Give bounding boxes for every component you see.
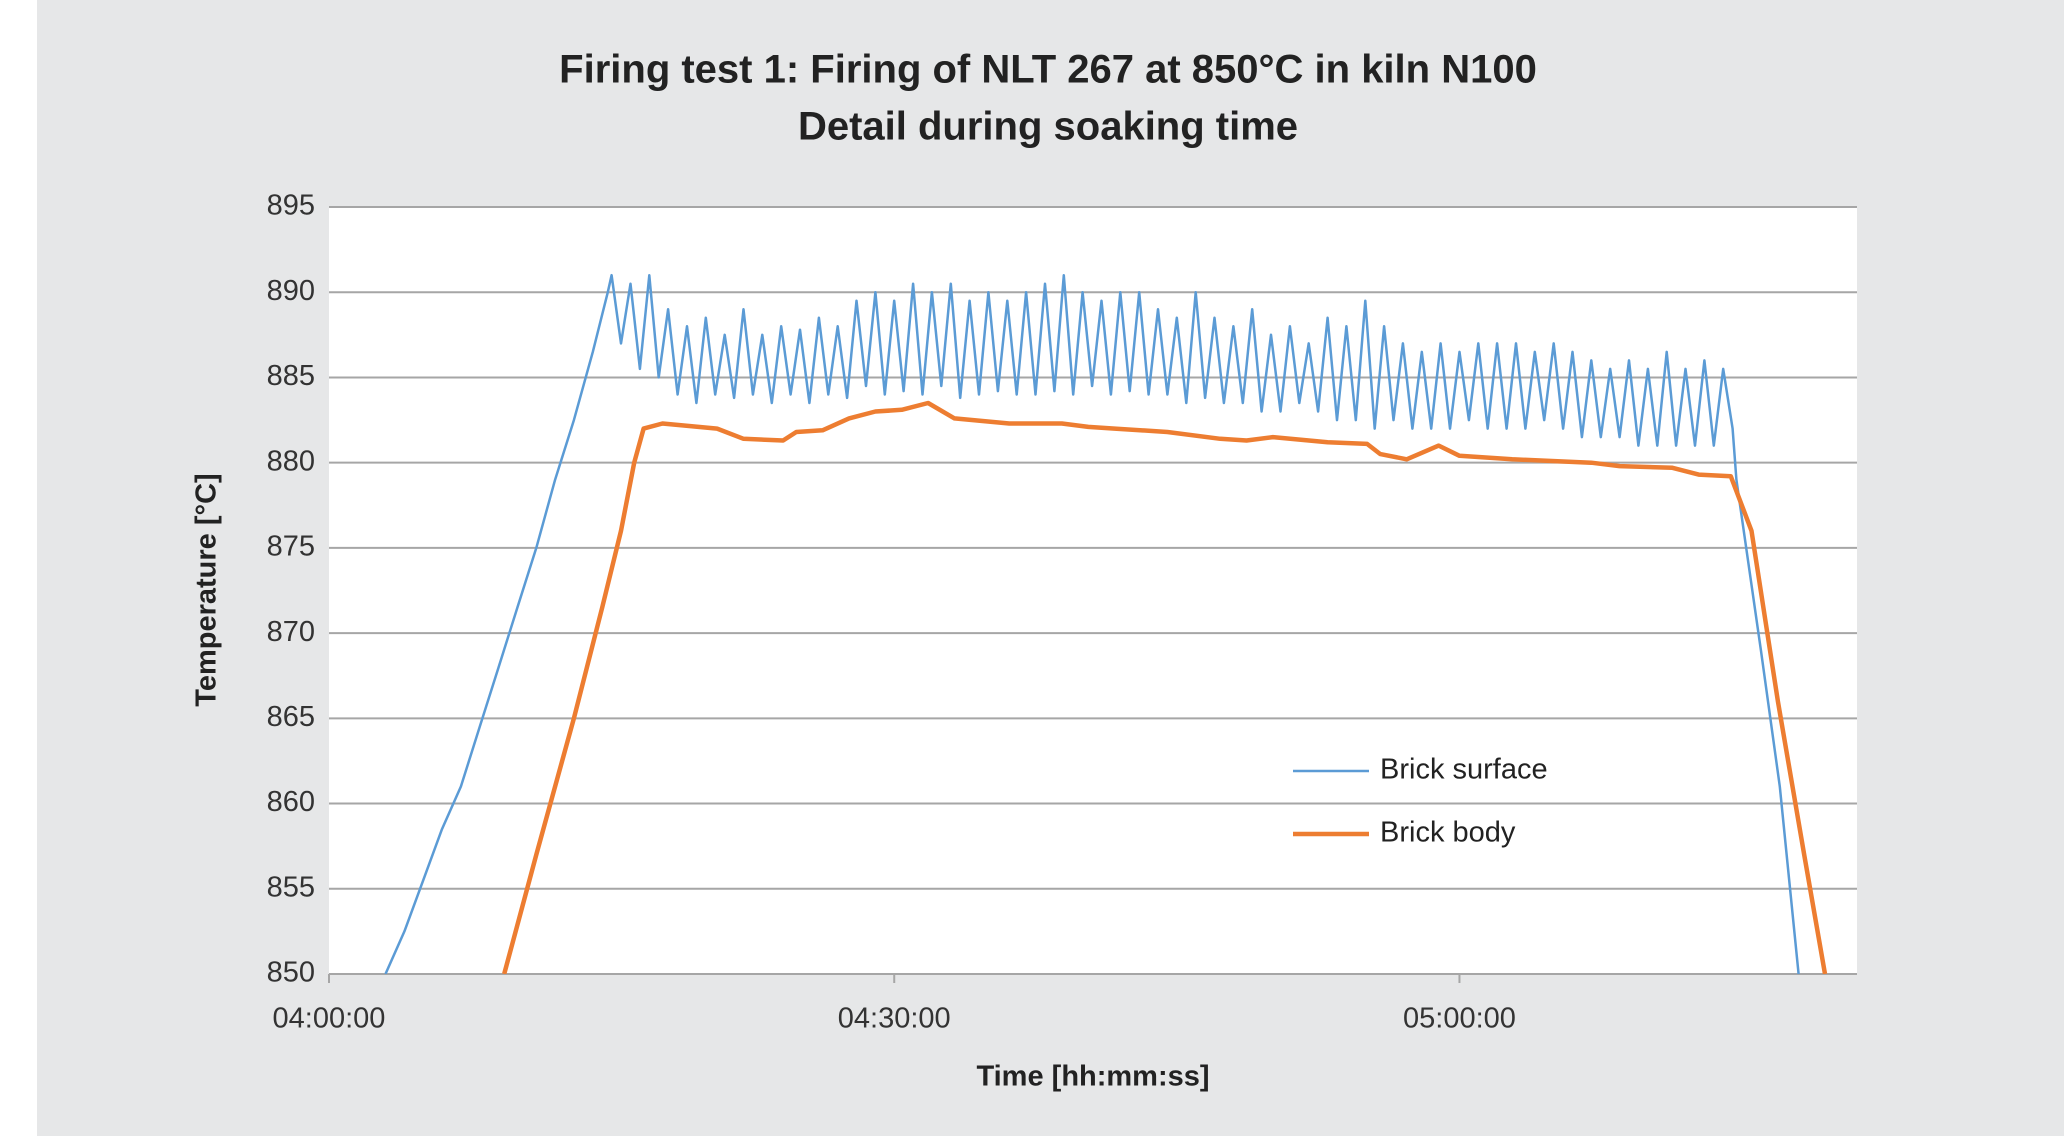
y-tick-label: 890 (267, 275, 315, 307)
series-line (502, 400, 1828, 974)
legend-label: Brick body (1380, 817, 1516, 849)
y-tick-label: 865 (267, 701, 315, 733)
y-tick-label: 895 (267, 190, 315, 222)
legend: Brick surface Brick body (1293, 754, 1548, 849)
y-tick-label: 870 (267, 616, 315, 648)
plot-area (329, 207, 1857, 974)
y-tick-label: 880 (267, 445, 315, 477)
legend-label: Brick surface (1380, 754, 1548, 786)
x-tick-label: 04:30:00 (838, 1003, 951, 1035)
y-tick-label: 885 (267, 360, 315, 392)
chart-title: Firing test 1: Firing of NLT 267 at 850°… (559, 48, 1537, 92)
x-axis-title: Time [hh:mm:ss] (976, 1061, 1209, 1093)
x-tick-label: 05:00:00 (1403, 1003, 1516, 1035)
y-tick-label: 855 (267, 871, 315, 903)
y-tick-label: 860 (267, 786, 315, 818)
chart-subtitle: Detail during soaking time (798, 105, 1298, 149)
series-lines (384, 273, 1828, 974)
grid: 850 855 860 865 870 875 880 885 890 895 04:00:00 04… (267, 190, 1857, 1035)
y-tick-label: 850 (267, 957, 315, 989)
x-tick-label: 04:00:00 (273, 1003, 386, 1035)
y-axis-title: Temperature [°C] (191, 473, 223, 706)
y-tick-label: 875 (267, 531, 315, 563)
series-line (384, 273, 1800, 974)
